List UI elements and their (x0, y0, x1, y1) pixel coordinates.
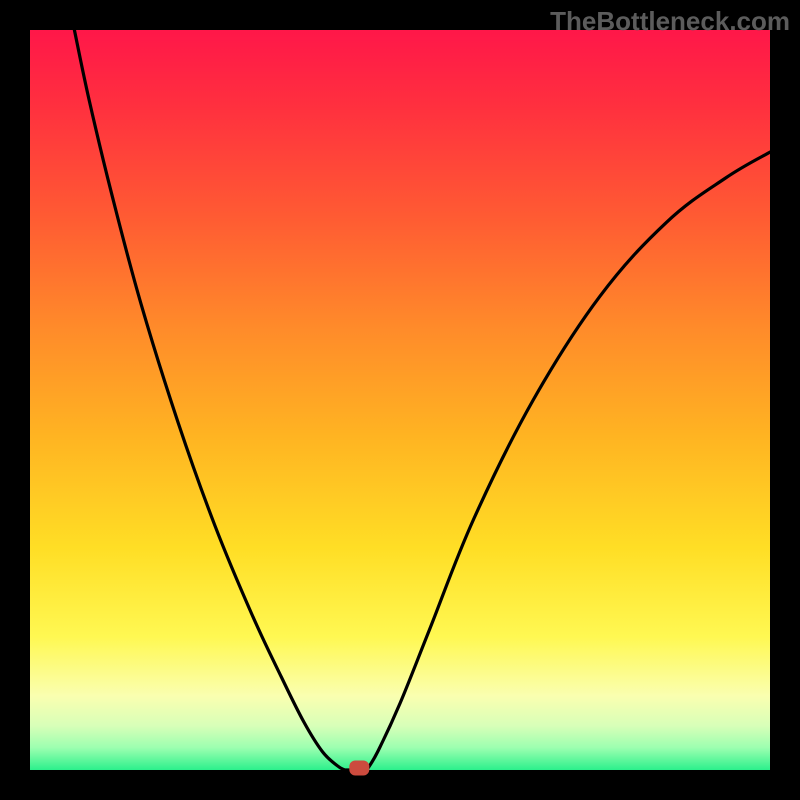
curve-right-branch (367, 152, 770, 770)
curve-left-branch (74, 30, 344, 770)
curve-overlay (0, 0, 800, 800)
bottleneck-marker (349, 761, 369, 776)
chart-container: TheBottleneck.com (0, 0, 800, 800)
